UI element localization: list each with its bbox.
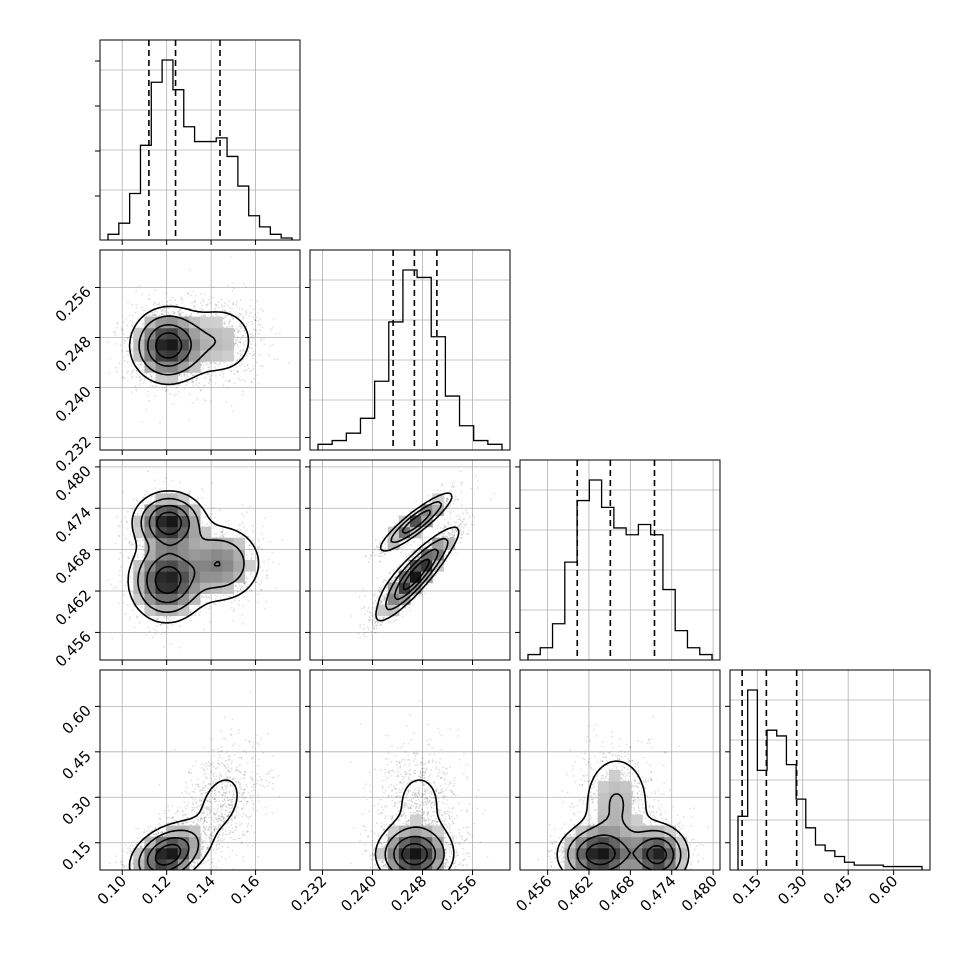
contour-level-1 bbox=[138, 315, 217, 376]
axes-3-1 bbox=[309, 669, 511, 871]
contour-level-0 bbox=[128, 305, 250, 386]
contour-level-2 bbox=[576, 834, 675, 870]
axes-3-3 bbox=[729, 669, 931, 871]
ytick-label: 0.256 bbox=[52, 283, 95, 326]
contour-level-2 bbox=[146, 837, 190, 870]
ytick-label: 0.456 bbox=[52, 628, 95, 671]
contour-level-0 bbox=[127, 490, 260, 624]
ytick-label: 0.15 bbox=[58, 838, 94, 874]
density-shading bbox=[133, 493, 257, 617]
ytick-label: 0.248 bbox=[52, 333, 95, 376]
contour-level-3 bbox=[585, 842, 667, 866]
ytick-label: 0.60 bbox=[58, 701, 94, 737]
sample-points bbox=[350, 700, 489, 870]
xtick-label: 0.240 bbox=[337, 872, 380, 915]
histogram-2 bbox=[527, 479, 713, 660]
contour-level-0 bbox=[374, 779, 455, 870]
scatter-panel-1-0 bbox=[99, 249, 301, 451]
ytick-label: 0.468 bbox=[52, 545, 95, 588]
xtick-label: 0.10 bbox=[94, 872, 130, 908]
ytick-label: 0.45 bbox=[58, 747, 94, 783]
scatter-panel-2-0 bbox=[99, 459, 301, 661]
axes-3-2 bbox=[519, 669, 721, 871]
xtick-label: 0.474 bbox=[636, 872, 679, 915]
contour-level-1 bbox=[138, 829, 200, 870]
axes-2-1 bbox=[309, 459, 511, 661]
xtick-label: 0.12 bbox=[138, 872, 174, 908]
xtick-label: 0.30 bbox=[774, 872, 810, 908]
xtick-label: 0.456 bbox=[512, 872, 555, 915]
scatter-panel-3-1 bbox=[309, 669, 511, 871]
xtick-label: 0.480 bbox=[678, 872, 721, 915]
contour-level-2 bbox=[393, 835, 437, 870]
histogram-3 bbox=[737, 689, 923, 870]
contour-level-1 bbox=[385, 500, 449, 611]
xtick-label: 0.462 bbox=[554, 872, 597, 915]
contour-level-1 bbox=[384, 826, 445, 870]
contour-level-0 bbox=[556, 760, 690, 870]
contour-level-2 bbox=[147, 324, 192, 367]
ytick-label: 0.462 bbox=[52, 586, 95, 629]
axes-3-0 bbox=[99, 669, 301, 871]
xtick-label: 0.16 bbox=[227, 872, 263, 908]
hist-panel-1 bbox=[309, 249, 511, 451]
axes-0-0 bbox=[99, 39, 301, 241]
axes-2-2 bbox=[519, 459, 721, 661]
axes-1-0 bbox=[99, 249, 301, 451]
scatter-panel-2-1 bbox=[309, 459, 511, 661]
contour-level-3 bbox=[155, 332, 183, 359]
contour-level-3 bbox=[401, 842, 428, 866]
xtick-label: 0.15 bbox=[729, 872, 765, 908]
axes-1-1 bbox=[309, 249, 511, 451]
histogram-0 bbox=[107, 59, 293, 240]
hist-panel-0 bbox=[95, 39, 301, 245]
contour-level-3 bbox=[402, 558, 431, 591]
contour-level-0 bbox=[128, 779, 238, 870]
xtick-label: 0.468 bbox=[595, 872, 638, 915]
contour-level-3 bbox=[154, 511, 183, 595]
contour-level-1 bbox=[137, 497, 245, 613]
contour-level-0 bbox=[375, 492, 460, 622]
scatter-panel-3-0 bbox=[99, 669, 301, 871]
xtick-label: 0.248 bbox=[387, 872, 430, 915]
ytick-label: 0.240 bbox=[52, 383, 95, 426]
ytick-label: 0.30 bbox=[58, 792, 94, 828]
contour-level-2 bbox=[393, 509, 440, 601]
xtick-label: 0.256 bbox=[437, 872, 480, 915]
ytick-label: 0.474 bbox=[52, 503, 95, 546]
hist-panel-3 bbox=[729, 669, 931, 871]
xtick-label: 0.45 bbox=[820, 872, 856, 908]
xtick-label: 0.60 bbox=[865, 872, 901, 908]
contour-level-1 bbox=[567, 793, 682, 870]
contour-level-2 bbox=[146, 504, 221, 604]
hist-panel-2 bbox=[519, 459, 721, 661]
axes-2-0 bbox=[99, 459, 301, 661]
histogram-1 bbox=[317, 269, 503, 450]
xtick-label: 0.232 bbox=[287, 872, 330, 915]
scatter-panel-3-2 bbox=[519, 669, 721, 871]
contour-level-3 bbox=[154, 843, 182, 866]
xtick-label: 0.14 bbox=[183, 872, 219, 908]
